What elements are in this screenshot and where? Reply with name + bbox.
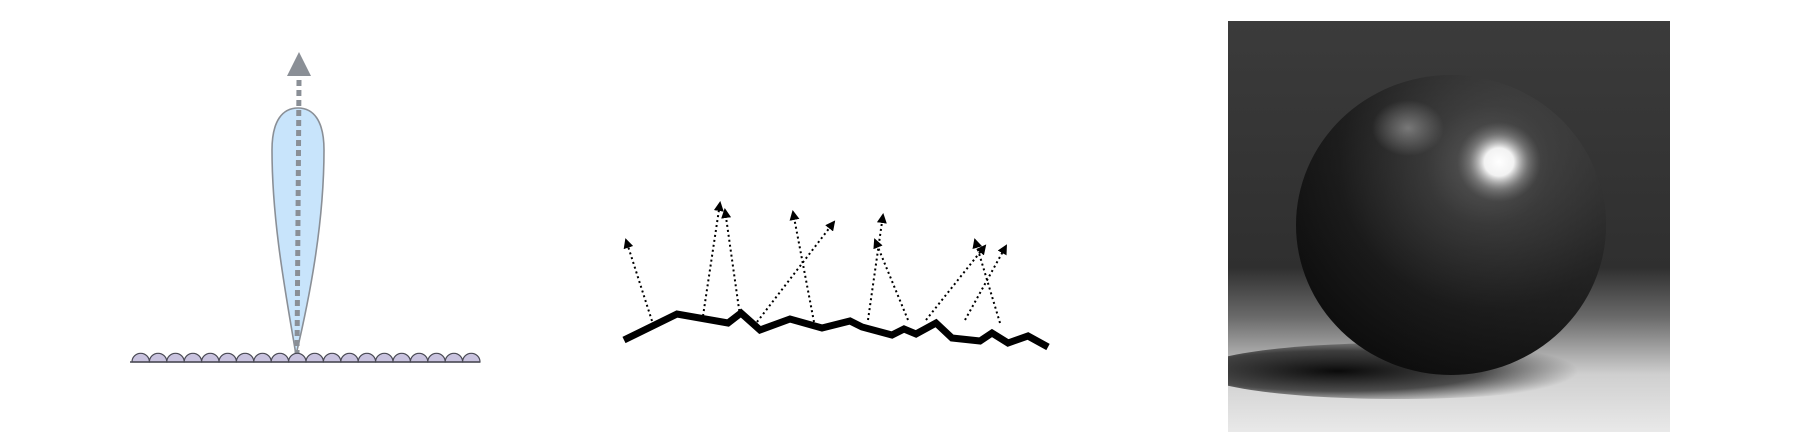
surface-bump bbox=[392, 352, 412, 363]
surface-bump bbox=[218, 352, 238, 363]
scattered-ray bbox=[721, 208, 741, 317]
scattered-ray bbox=[925, 244, 987, 321]
scattered-ray bbox=[873, 238, 909, 321]
rough-surface-profile bbox=[622, 308, 1050, 351]
surface-bump bbox=[357, 352, 377, 363]
rendered-sphere-image bbox=[1228, 21, 1670, 432]
surface-bump bbox=[444, 352, 464, 363]
specular-lobe-diagram bbox=[130, 52, 481, 363]
surface-bump bbox=[322, 352, 342, 363]
specular-highlight bbox=[1457, 122, 1541, 202]
scattered-ray bbox=[756, 220, 836, 323]
surface-bump bbox=[200, 352, 220, 363]
surface-bump bbox=[340, 352, 359, 363]
scattered-ray bbox=[964, 244, 1007, 321]
surface-bump bbox=[461, 352, 481, 363]
surface-bump bbox=[305, 352, 325, 363]
surface-bump bbox=[409, 352, 429, 363]
sphere-rim-light bbox=[1296, 75, 1606, 375]
scattered-rays bbox=[623, 201, 1007, 324]
rough-surface-panel bbox=[600, 0, 1160, 447]
scattered-ray bbox=[623, 238, 653, 322]
up-arrow-icon bbox=[287, 52, 311, 76]
rendered-sphere-panel bbox=[1228, 21, 1670, 432]
surface-bump bbox=[235, 352, 255, 363]
surface-bump bbox=[287, 352, 307, 363]
scattered-ray bbox=[867, 213, 887, 321]
scattered-ray bbox=[702, 201, 724, 317]
surface-bump bbox=[166, 352, 185, 363]
surface-bump bbox=[148, 352, 168, 363]
rough-surface-diagram bbox=[622, 201, 1050, 351]
surface-bump bbox=[253, 352, 272, 363]
surface-bump bbox=[374, 352, 394, 363]
microfacet-bump-row bbox=[131, 352, 481, 363]
surface-bump bbox=[270, 352, 290, 363]
surface-bump bbox=[131, 352, 151, 363]
reflection-direction-arrow bbox=[294, 79, 302, 357]
soft-highlight bbox=[1372, 100, 1444, 156]
scattered-ray bbox=[789, 210, 815, 323]
surface-bump bbox=[183, 352, 203, 363]
surface-bump bbox=[427, 352, 446, 363]
specular-lobe-panel bbox=[0, 0, 600, 447]
